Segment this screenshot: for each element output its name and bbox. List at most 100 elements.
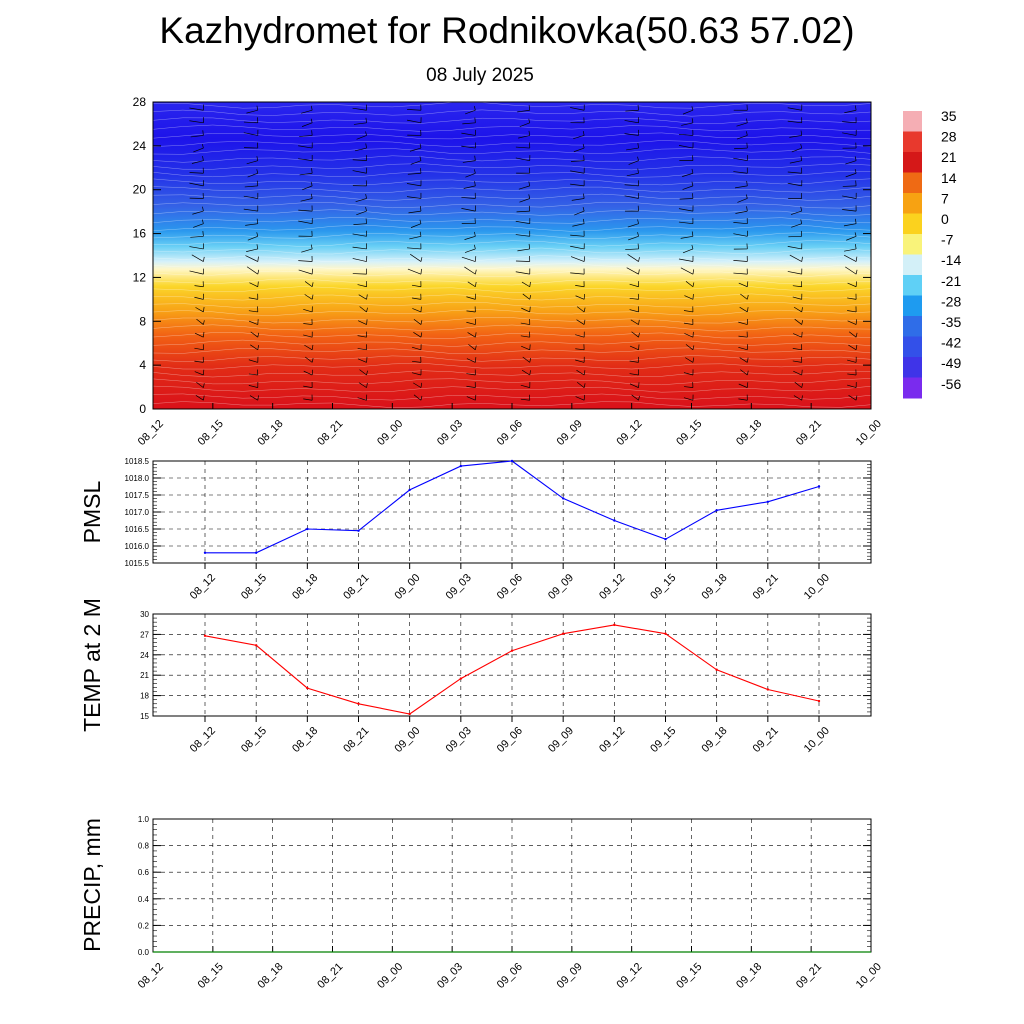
wind-barb-flag (682, 185, 694, 190)
pmsl-x-tick-label: 09_12 (597, 572, 627, 602)
wind-barb-flag (461, 256, 476, 262)
wind-barb-flag (410, 160, 422, 165)
wind-barb-flag (570, 170, 585, 174)
wind-barb-flag (194, 296, 204, 300)
wind-barb-flag (464, 248, 476, 253)
precip-x-tick-label: 09_09 (555, 961, 585, 991)
heatmap-y-tick-label: 24 (133, 139, 147, 153)
wind-barb-staff (854, 105, 857, 111)
wind-barb-flag (303, 334, 313, 338)
pmsl-data-point (510, 459, 514, 463)
wind-barb-staff (203, 331, 205, 338)
wind-barb-flag (683, 397, 694, 401)
isotherm-line (152, 393, 872, 401)
wind-barb-flag (411, 372, 422, 376)
wind-barb-flag (792, 296, 802, 300)
wind-barb-flag (842, 121, 857, 124)
wind-barb-flag (678, 208, 694, 212)
wind-barb-staff (800, 143, 803, 149)
wind-barb-flag (789, 254, 802, 262)
wind-barb-flag (685, 344, 694, 351)
wind-barb-staff (691, 244, 694, 250)
pmsl-data-point (203, 551, 207, 554)
wind-barb-flag (624, 120, 639, 124)
wind-barb-flag (300, 198, 313, 202)
colorbar-label: -14 (941, 252, 961, 268)
wind-barb-staff (365, 143, 367, 149)
wind-barb-flag (682, 109, 694, 115)
pmsl-x-tick-label: 08_21 (341, 572, 371, 602)
wind-barb-flag (842, 209, 857, 212)
wind-barb-staff (854, 169, 857, 174)
wind-barb-staff (855, 332, 858, 338)
wind-barb-flag (466, 296, 476, 300)
precip-x-tick-label: 08_15 (196, 961, 226, 991)
wind-barb-flag (518, 185, 530, 190)
wind-barb-flag (842, 132, 857, 136)
precip-y-tick-label: 0.6 (138, 868, 150, 877)
wind-barb-staff (311, 168, 313, 174)
wind-barb-flag (789, 135, 802, 138)
wind-barb-flag (299, 135, 313, 137)
wind-barb-staff (637, 168, 639, 174)
wind-barb-flag (576, 369, 585, 376)
colorbar-swatch (903, 254, 922, 276)
wind-barb-staff (583, 370, 586, 376)
wind-barb-staff (583, 193, 585, 199)
isotherm-line (152, 140, 872, 147)
wind-barb-flag (738, 383, 748, 388)
pmsl-data-point (306, 527, 309, 531)
wind-barb-staff (528, 118, 531, 123)
wind-barb-staff (311, 282, 314, 287)
wind-barb-flag (515, 157, 530, 162)
colorbar-label: 21 (941, 149, 957, 165)
wind-barb-flag (407, 172, 421, 175)
wind-barb-flag (193, 147, 204, 153)
wind-barb-flag (355, 198, 367, 203)
wind-barb-flag (629, 345, 639, 351)
wind-barb-flag (247, 172, 258, 178)
pmsl-data-point (715, 509, 718, 512)
wind-barb-flag (303, 370, 313, 376)
wind-barb-staff (474, 117, 476, 123)
wind-barb-flag (575, 295, 585, 300)
wind-barb-flag (189, 270, 204, 275)
wind-barb-flag (466, 321, 476, 325)
wind-barb-flag (298, 269, 313, 275)
wind-barb-staff (637, 143, 639, 149)
wind-barb-flag (627, 254, 639, 262)
wind-barb-flag (248, 385, 258, 388)
pmsl-data-point (254, 551, 258, 554)
wind-barb-flag (413, 331, 422, 338)
colorbar-swatch (903, 234, 922, 255)
wind-barb-staff (311, 130, 313, 136)
isotherm-line (152, 201, 872, 209)
wind-barb-flag (678, 221, 693, 225)
wind-barb-flag (358, 294, 367, 300)
wind-barb-flag (844, 109, 857, 114)
isotherm-line (152, 240, 872, 247)
wind-barb-flag (303, 385, 313, 388)
wind-barb-flag (303, 308, 313, 313)
wind-barb-flag (846, 235, 857, 241)
pmsl-x-tick-label: 09_00 (392, 572, 422, 602)
wind-barb-staff (582, 207, 585, 212)
wind-barb-flag (357, 284, 367, 288)
wind-barb-flag (406, 119, 422, 124)
wind-barb-flag (629, 283, 639, 288)
colorbar-label: -35 (941, 314, 961, 330)
wind-barb-flag (356, 135, 367, 140)
wind-barb-flag (352, 107, 367, 111)
wind-barb-flag (738, 335, 748, 338)
wind-barb-flag (357, 358, 367, 363)
wind-barb-flag (520, 322, 530, 325)
wind-barb-staff (800, 130, 803, 136)
wind-barb-flag (189, 172, 204, 174)
wind-barb-staff (637, 104, 639, 111)
wind-barb-flag (411, 284, 422, 288)
wind-barb-flag (352, 273, 367, 275)
temperature-field (153, 102, 871, 409)
colorbar-swatch (903, 275, 922, 296)
wind-barb-flag (246, 266, 258, 275)
wind-barb-flag (409, 147, 422, 152)
